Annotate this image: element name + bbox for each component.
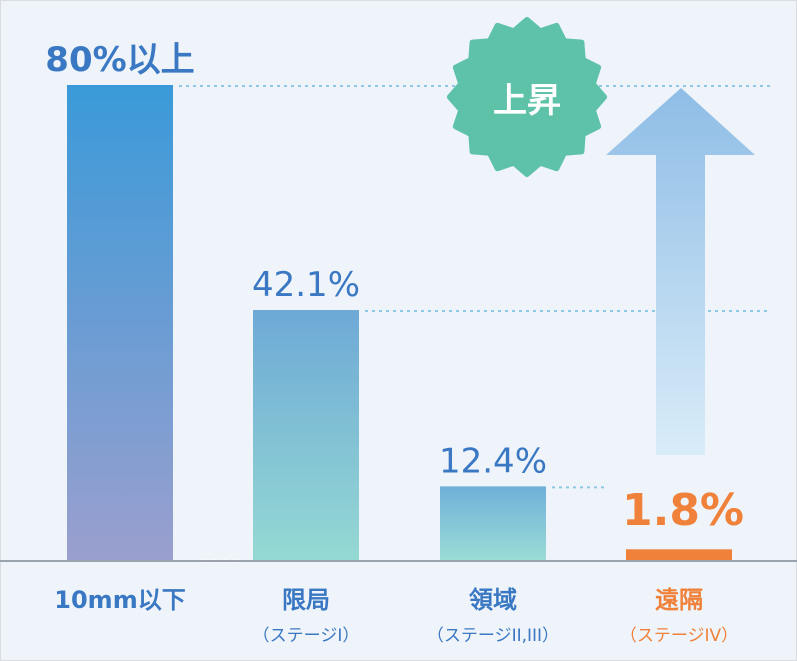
rise-badge: 上昇 [447, 17, 607, 177]
bar-3 [440, 486, 546, 560]
bars [67, 85, 732, 560]
category-labels: 10mm以下 限局 （ステージI） 領域 （ステージII,III） 遠隔 （ステージIV） [54, 586, 738, 646]
category-label-3: 領域 [469, 586, 517, 614]
value-label-2: 42.1% [252, 265, 360, 305]
value-label-4: 1.8% [622, 485, 744, 536]
value-label-1: 80%以上 [45, 40, 194, 80]
rise-arrow [606, 88, 755, 455]
category-label-1: 10mm以下 [54, 586, 185, 614]
value-labels: 80%以上 42.1% 12.4% 1.8% [45, 40, 744, 536]
bar-2 [253, 310, 359, 560]
bar-4 [626, 549, 732, 560]
category-label-2: 限局 [282, 586, 330, 614]
bar-1 [67, 85, 173, 560]
category-label-4: 遠隔 [655, 586, 703, 614]
value-label-3: 12.4% [439, 441, 547, 481]
rise-badge-label: 上昇 [493, 81, 561, 121]
category-sublabel-4: （ステージIV） [620, 626, 738, 646]
category-sublabel-3: （ステージII,III） [427, 626, 559, 646]
category-sublabel-2: （ステージI） [253, 626, 360, 646]
